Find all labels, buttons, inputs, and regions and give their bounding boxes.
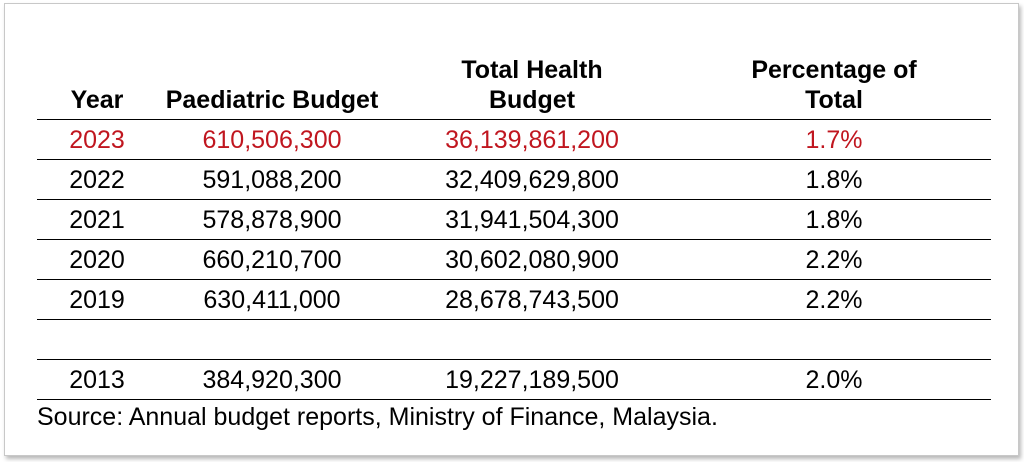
cell-paediatric-budget: 591,088,200 bbox=[202, 165, 342, 194]
cell-total-health-budget: 32,409,629,800 bbox=[445, 165, 619, 194]
cell-year: 2021 bbox=[69, 205, 125, 234]
cell-total-health-budget: 31,941,504,300 bbox=[445, 205, 619, 234]
header-total-health-budget-label: Total Health Budget bbox=[461, 56, 603, 114]
cell-paediatric-budget: 384,920,300 bbox=[202, 365, 342, 394]
cell-paediatric-budget bbox=[157, 320, 387, 359]
cell-percentage: 2.0% bbox=[805, 365, 863, 394]
cell-percentage: 2.2% bbox=[805, 245, 863, 274]
cell-year: 2022 bbox=[69, 165, 125, 194]
cell-paediatric-budget: 610,506,300 bbox=[202, 125, 342, 154]
cell-paediatric-budget: 660,210,700 bbox=[202, 245, 342, 274]
cell-year: 2013 bbox=[69, 365, 125, 394]
cell-percentage: 1.7% bbox=[805, 125, 863, 154]
cell-total-health-budget: 36,139,861,200 bbox=[445, 125, 619, 154]
budget-table: Year Paediatric Budget Total Health Budg… bbox=[37, 38, 991, 400]
header-year: Year bbox=[70, 86, 124, 114]
header-percentage-of-total-label: Percentage of Total bbox=[751, 56, 917, 114]
header-paediatric-budget: Paediatric Budget bbox=[165, 86, 379, 114]
cell-total-health-budget: 30,602,080,900 bbox=[445, 245, 619, 274]
cell-paediatric-budget: 630,411,000 bbox=[203, 285, 341, 314]
cell-year: 2023 bbox=[69, 125, 125, 154]
cell-total-health-budget: 28,678,743,500 bbox=[445, 285, 619, 314]
cell-year: 2019 bbox=[69, 285, 125, 314]
cell-total-health-budget: 19,227,189,500 bbox=[445, 365, 619, 394]
table-header-row: Year Paediatric Budget Total Health Budg… bbox=[37, 38, 991, 120]
table-row: 2021 578,878,900 31,941,504,300 1.8% bbox=[37, 200, 991, 240]
table-row: 2013 384,920,300 19,227,189,500 2.0% bbox=[37, 360, 991, 400]
cell-total-health-budget bbox=[387, 320, 677, 359]
header-total-health-budget: Total Health Budget bbox=[387, 38, 677, 119]
source-note: Source: Annual budget reports, Ministry … bbox=[37, 403, 718, 431]
table-row: 2022 591,088,200 32,409,629,800 1.8% bbox=[37, 160, 991, 200]
cell-percentage: 1.8% bbox=[805, 165, 863, 194]
cell-paediatric-budget: 578,878,900 bbox=[202, 205, 342, 234]
cell-percentage bbox=[677, 320, 991, 359]
cell-percentage: 1.8% bbox=[805, 205, 863, 234]
cell-percentage: 2.2% bbox=[805, 285, 863, 314]
table-frame: Year Paediatric Budget Total Health Budg… bbox=[4, 3, 1019, 456]
table-row-spacer bbox=[37, 320, 991, 360]
cell-year bbox=[37, 320, 157, 359]
cell-year: 2020 bbox=[69, 245, 125, 274]
header-percentage-of-total: Percentage of Total bbox=[677, 38, 991, 119]
table-row: 2023 610,506,300 36,139,861,200 1.7% bbox=[37, 120, 991, 160]
table-row: 2019 630,411,000 28,678,743,500 2.2% bbox=[37, 280, 991, 320]
table-row: 2020 660,210,700 30,602,080,900 2.2% bbox=[37, 240, 991, 280]
